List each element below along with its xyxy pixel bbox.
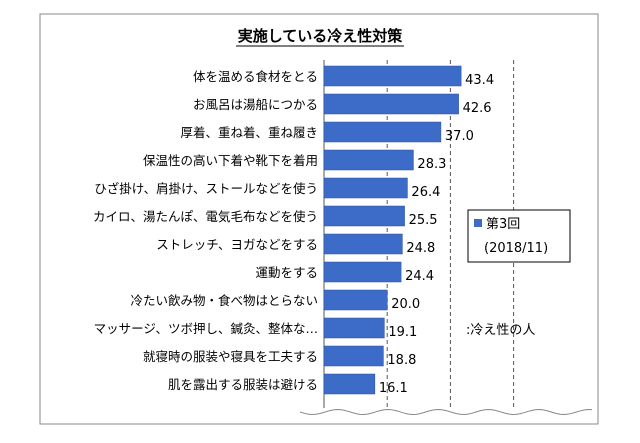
legend-swatch [474,219,482,227]
value-label: 25.5 [409,213,438,228]
bar [323,289,388,311]
value-labels: 43.4 42.6 37.0 28.3 26.4 25.5 24.8 24.4 20.0 19.1… [379,73,494,396]
bar [323,373,376,395]
value-label: 24.4 [405,269,434,284]
legend: 第3回 (2018/11) [467,209,571,263]
chart-title: 実施している冷え性対策 [238,27,404,45]
bar [323,93,459,115]
value-label: 42.6 [463,101,492,116]
bar [323,177,408,199]
value-label: 28.3 [417,157,446,172]
legend-label-line2: (2018/11) [484,241,548,256]
value-label: 19.1 [388,325,417,340]
value-label: 20.0 [391,297,420,312]
value-label: 43.4 [465,73,494,88]
category-label: 厚着、重ね着、重ね履き [180,125,318,140]
legend-box [467,209,571,263]
category-label: ひざ掛け、肩掛け、ストールなどを使う [94,181,318,196]
value-label: 16.1 [379,381,408,396]
bar [323,149,414,171]
bars [323,65,462,395]
category-label: 保温性の高い下着や靴下を着用 [143,153,318,168]
axis-break-line [299,408,593,416]
category-label: 就寝時の服装や寝具を工夫する [143,349,318,364]
bar [323,345,384,367]
value-label: 37.0 [445,129,474,144]
category-label: 体を温める食材をとる [193,69,318,84]
bar [323,317,385,339]
bar [323,121,442,143]
category-labels: 体を温める食材をとるお風呂は湯船につかる厚着、重ね着、重ね履き保温性の高い下着や… [93,69,318,392]
category-label: カイロ、湯たんぽ、電気毛布などを使う [93,209,318,224]
bar [323,233,403,255]
value-label: 24.8 [406,241,435,256]
bar [323,65,462,87]
category-label: マッサージ、ツボ押し、鍼灸、整体な… [94,321,318,336]
category-label: 運動をする [255,265,318,280]
category-label: 冷たい飲み物・食べ物はとらない [130,293,318,308]
axis-break [299,408,593,416]
category-label: ストレッチ、ヨガなどをする [156,237,318,252]
value-label: 18.8 [387,353,416,368]
legend-label-line1: 第3回 [486,217,520,232]
bar [323,205,405,227]
category-label: お風呂は湯船につかる [193,97,318,112]
category-label: 肌を露出する服装は避ける [168,377,318,392]
annotation-text: :冷え性の人 [466,323,535,338]
bar [323,261,402,283]
value-label: 26.4 [411,185,440,200]
